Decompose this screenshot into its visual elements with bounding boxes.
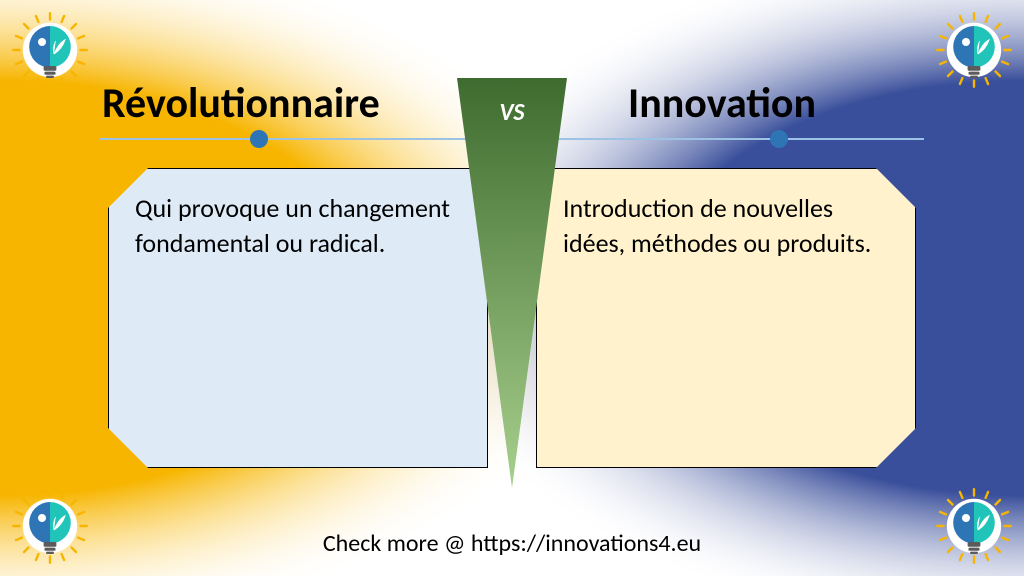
divider-dot-left: [250, 130, 268, 148]
card-left-text: Qui provoque un changement fondamental o…: [135, 191, 461, 261]
divider-right: [554, 138, 924, 140]
footer-text: Check more @ https://innovations4.eu: [0, 529, 1024, 558]
divider-dot-right: [770, 130, 788, 148]
vs-wedge-icon: [457, 78, 567, 488]
heading-right: Innovation: [628, 78, 816, 129]
card-left: Qui provoque un changement fondamental o…: [108, 168, 488, 468]
card-right-text: Introduction de nouvelles idées, méthode…: [563, 191, 889, 261]
divider-left: [100, 138, 470, 140]
card-right: Introduction de nouvelles idées, méthode…: [536, 168, 916, 468]
heading-left: Révolutionnaire: [102, 78, 380, 129]
vs-label: VS: [499, 98, 524, 127]
